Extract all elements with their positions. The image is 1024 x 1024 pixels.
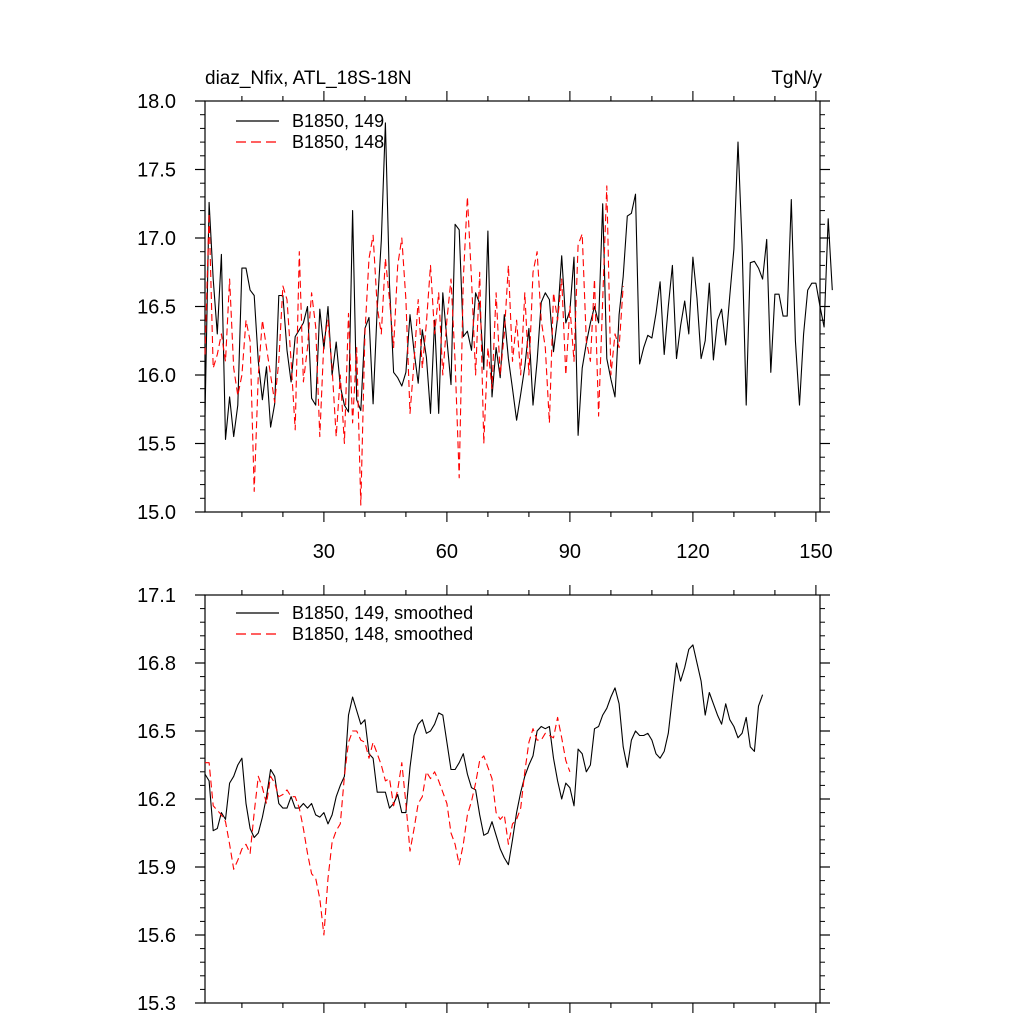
y-tick-label: 17.0 xyxy=(137,228,176,250)
series-line-0 xyxy=(204,644,764,866)
plot-frame xyxy=(204,100,821,513)
y-tick-label: 16.2 xyxy=(137,789,176,811)
y-tick-label: 18.0 xyxy=(137,91,176,113)
x-tick-label: 30 xyxy=(313,541,335,563)
bottom-panel: 15.3 15.6 15.9 16.2 16.5 16.8 17.1 B1850, 149, … xyxy=(137,585,830,1015)
y-tick-label: 16.5 xyxy=(137,721,176,743)
y-tick-label: 17.1 xyxy=(137,585,176,607)
legend-label-1: B1850, 148 xyxy=(292,132,384,152)
y-tick-label: 16.8 xyxy=(137,653,176,675)
legend-label-1: B1850, 148, smoothed xyxy=(292,624,473,644)
plot-frame xyxy=(204,594,821,1004)
x-tick-label: 150 xyxy=(799,541,832,563)
y-tick-label: 16.5 xyxy=(137,297,176,319)
series-line-1 xyxy=(205,716,571,936)
y-tick-label: 15.6 xyxy=(137,925,176,947)
x-tick-label: 120 xyxy=(676,541,709,563)
chart-title: diaz_Nfix, ATL_18S-18N xyxy=(205,68,412,89)
series-line-1 xyxy=(204,185,624,506)
y-tick-label: 15.5 xyxy=(137,434,176,456)
y-tick-label: 15.3 xyxy=(137,993,176,1015)
top-panel: diaz_Nfix, ATL_18S-18N TgN/y 15.0 15.5 16.0 1… xyxy=(137,68,833,563)
units-label: TgN/y xyxy=(771,68,822,89)
legend-label-0: B1850, 149, smoothed xyxy=(292,603,473,623)
y-tick-label: 15.0 xyxy=(137,502,176,524)
x-tick-label: 90 xyxy=(559,541,581,563)
legend-label-0: B1850, 149 xyxy=(292,111,384,131)
y-tick-label: 15.9 xyxy=(137,857,176,879)
y-tick-label: 17.5 xyxy=(137,160,176,182)
series-line-0 xyxy=(204,122,833,440)
y-tick-label: 16.0 xyxy=(137,365,176,387)
x-tick-label: 60 xyxy=(436,541,458,563)
